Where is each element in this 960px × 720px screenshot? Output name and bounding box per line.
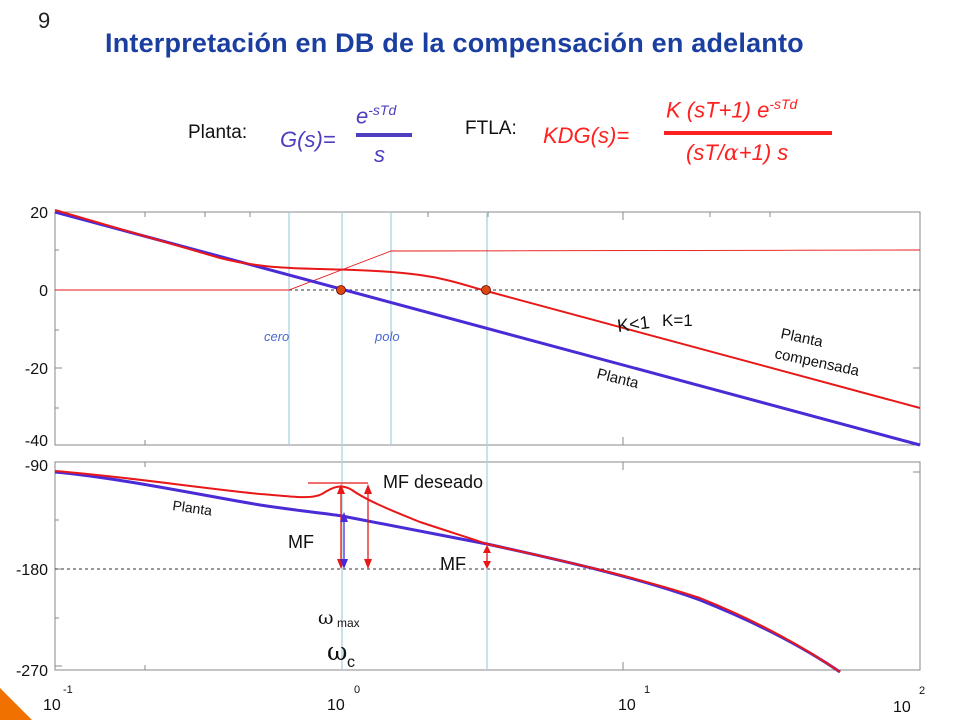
x-tick-0: 10 -1: [43, 684, 73, 714]
plant-numerator: e-sTd: [356, 102, 397, 129]
compensated-phase-curve: [54, 470, 841, 673]
decorative-corner: [0, 688, 32, 720]
planta-comp-label-2: compensada: [773, 345, 861, 380]
mf-final-arrowhead-bottom: [483, 561, 491, 569]
phase-tick-minus270: -270: [16, 663, 48, 680]
mf-left-label: MF: [288, 532, 314, 552]
compensated-crossover-marker: [481, 285, 491, 295]
mf-plant-arrowhead-bottom: [340, 559, 348, 569]
ftla-lhs: KDG(s)=: [543, 123, 630, 148]
slide-number: 9: [38, 8, 51, 33]
mf-deseado-label: MF deseado: [383, 472, 483, 492]
omega-max-label: ω max: [318, 607, 360, 630]
svg-text:ω: ω: [318, 607, 334, 629]
k-less-label: K<1: [616, 312, 651, 336]
k-one-label: K=1: [662, 311, 693, 330]
svg-text:10: 10: [327, 697, 345, 714]
svg-text:-1: -1: [63, 684, 73, 696]
frequency-markers: [288, 212, 488, 670]
plant-fraction-bar: [356, 133, 412, 137]
mag-tick-0: 0: [39, 283, 48, 300]
plant-crossover-marker: [336, 285, 346, 295]
svg-text:ω: ω: [327, 637, 347, 666]
omega-c-label: ω c: [327, 637, 355, 671]
polo-label: polo: [374, 329, 400, 344]
svg-text:10: 10: [618, 697, 636, 714]
svg-text:0: 0: [354, 684, 360, 696]
plant-lhs: G(s)=: [280, 127, 336, 152]
mag-tick-20: 20: [30, 205, 48, 222]
mag-tick-minus40: -40: [25, 433, 48, 450]
phase-tick-minus90: -90: [25, 458, 48, 475]
cero-label: cero: [264, 329, 289, 344]
plant-magnitude-curve: [54, 210, 921, 447]
mf-max-arrowhead-top: [337, 484, 345, 494]
mag-tick-minus20: -20: [25, 361, 48, 378]
svg-text:2: 2: [919, 685, 925, 697]
planta-phase-label: Planta: [172, 497, 214, 518]
compensator-asymptote-dash: [390, 249, 921, 252]
ftla-label: FTLA:: [465, 118, 517, 139]
mf-right-label: MF: [440, 554, 466, 574]
mf-final-arrowhead-top: [483, 545, 491, 553]
svg-text:1: 1: [644, 684, 650, 696]
svg-text:c: c: [347, 654, 355, 671]
ftla-numerator: K (sT+1) e-sTd: [666, 96, 798, 123]
phase-tick-minus180: -180: [16, 562, 48, 579]
svg-text:max: max: [337, 616, 360, 630]
ftla-fraction-bar: [664, 131, 832, 135]
mf-desired-arrowhead-bottom: [364, 559, 372, 569]
x-tick-2: 10 1: [618, 684, 650, 714]
plant-denominator: s: [374, 142, 385, 167]
slide-title: Interpretación en DB de la compensación …: [105, 28, 804, 58]
plant-phase-curve: [54, 470, 841, 674]
x-tick-1: 10 0: [327, 684, 360, 714]
plant-label: Planta:: [188, 122, 248, 143]
svg-text:10: 10: [893, 699, 911, 716]
x-tick-3: 10 2: [893, 685, 925, 716]
svg-text:10: 10: [43, 697, 61, 714]
mf-desired-arrowhead-top: [364, 484, 372, 494]
ftla-denominator: (sT/α+1) s: [686, 140, 789, 166]
mf-plant-arrowhead-top: [340, 512, 348, 522]
compensated-magnitude-curve: [54, 209, 921, 409]
